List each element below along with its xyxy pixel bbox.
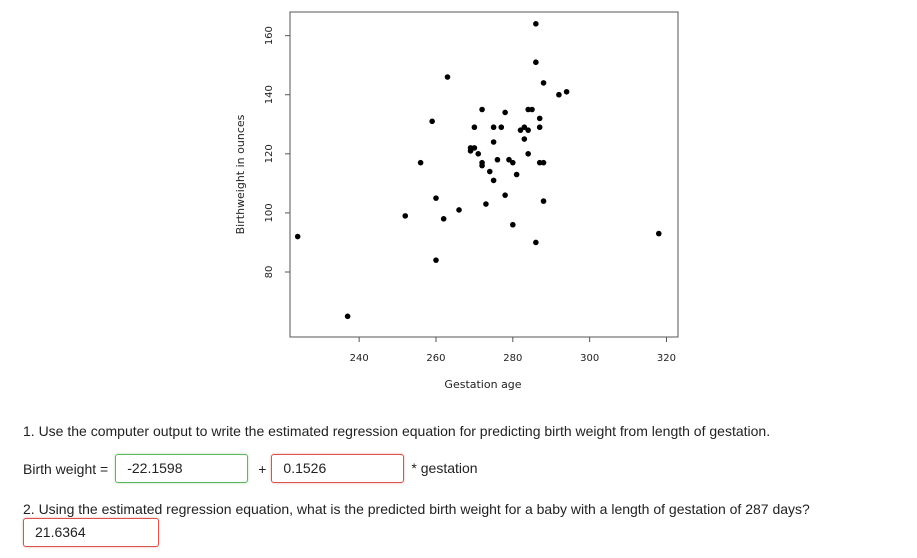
data-point: [494, 156, 501, 163]
data-point: [498, 124, 505, 131]
data-point: [655, 230, 662, 237]
data-point: [536, 159, 543, 166]
intercept-input[interactable]: -22.1598: [115, 454, 249, 483]
data-point: [344, 313, 351, 320]
plus-sign: +: [258, 460, 267, 477]
predicted-weight-input[interactable]: 21.6364: [23, 518, 159, 547]
data-point: [521, 124, 528, 131]
y-tick-label: 80: [264, 266, 275, 279]
equation-label: Birth weight =: [23, 460, 109, 477]
x-tick-label: 260: [426, 353, 445, 364]
equation-suffix: * gestation: [411, 459, 478, 476]
data-point: [444, 74, 451, 80]
data-point: [440, 216, 447, 222]
data-point: [525, 106, 531, 113]
data-point: [456, 207, 462, 213]
data-point: [525, 127, 531, 133]
data-point: [556, 91, 562, 98]
equation-row: Birth weight = -22.1598 + 0.1526 * gesta…: [23, 454, 478, 483]
slope-input[interactable]: 0.1526: [271, 454, 405, 483]
answer-2-row: 21.6364: [23, 518, 159, 547]
data-point: [521, 136, 528, 142]
data-point: [502, 109, 508, 116]
data-point: [475, 151, 482, 157]
data-point: [402, 213, 409, 219]
data-point: [510, 159, 516, 166]
data-point: [540, 80, 547, 86]
data-point: [483, 201, 489, 207]
data-point: [467, 148, 474, 154]
data-point: [529, 106, 535, 113]
question-1-text: 1. Use the computer output to write the …: [23, 423, 771, 439]
data-point: [433, 257, 439, 263]
data-point: [294, 233, 301, 240]
question-2-text: 2. Using the estimated regression equati…: [23, 501, 810, 517]
data-point: [533, 21, 539, 27]
scatter-plot: 240 260 280 300 320 80 100 120 140 160 Gestation a…: [234, 11, 679, 391]
y-tick-label: 160: [264, 26, 275, 45]
x-axis-title: Gestation age: [444, 378, 521, 391]
x-tick-label: 300: [580, 353, 599, 364]
y-tick-label: 100: [264, 203, 275, 222]
x-tick-label: 320: [657, 353, 676, 364]
plot-frame: [289, 11, 679, 338]
data-point: [471, 145, 478, 151]
data-point: [479, 162, 485, 169]
data-point: [490, 177, 497, 184]
data-point: [486, 168, 493, 175]
y-axis-title: Birthweight in ounces: [234, 114, 247, 234]
data-point: [433, 195, 439, 201]
data-point: [502, 192, 508, 198]
data-point: [429, 118, 435, 125]
data-point: [479, 106, 485, 113]
data-point: [525, 151, 531, 157]
y-tick-label: 120: [264, 144, 275, 163]
data-point: [510, 221, 516, 228]
x-tick-label: 240: [350, 353, 369, 364]
data-point: [533, 239, 539, 246]
data-point: [533, 59, 539, 66]
data-point: [563, 88, 570, 95]
data-point: [490, 124, 497, 131]
x-tick-label: 280: [503, 353, 522, 364]
data-point: [517, 127, 524, 133]
data-point: [506, 156, 512, 163]
data-point: [536, 115, 543, 122]
data-point: [490, 139, 497, 145]
data-point: [417, 159, 424, 166]
data-point: [540, 159, 547, 166]
data-point: [471, 124, 478, 131]
data-point: [536, 124, 543, 131]
y-tick-label: 140: [264, 85, 275, 104]
data-point: [540, 198, 547, 204]
data-point: [513, 171, 520, 178]
